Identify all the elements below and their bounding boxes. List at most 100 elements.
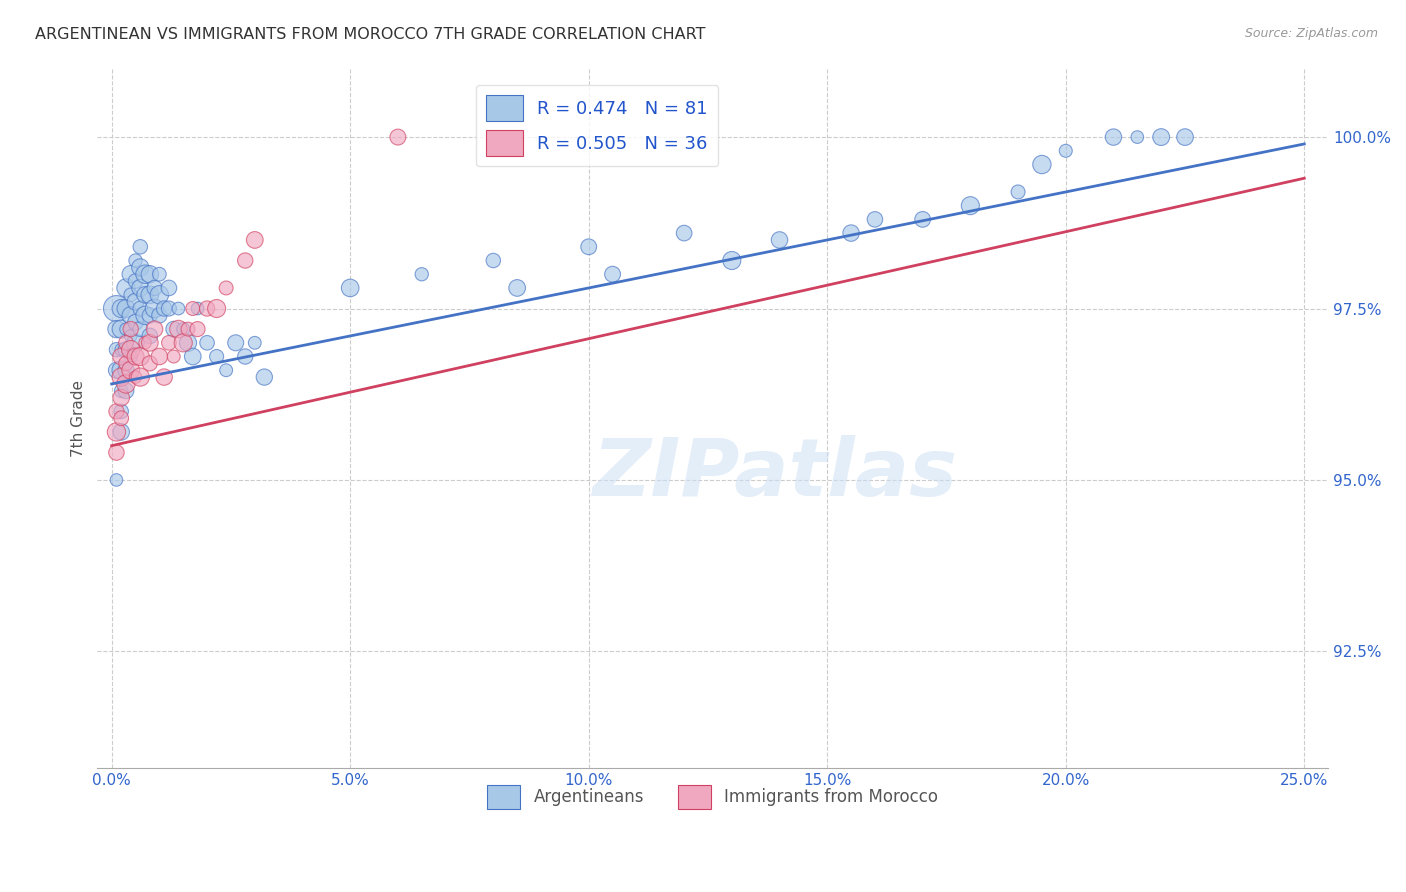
Point [129,301,152,316]
Point [120,322,142,336]
Point [115,384,138,398]
Point [105,322,128,336]
Point [1150,130,1173,145]
Point [134,335,156,350]
Point [157,281,180,295]
Point [110,411,132,425]
Point [253,370,276,384]
Point [225,335,247,350]
Point [177,335,200,350]
Point [139,356,162,370]
Point [110,384,132,398]
Point [148,287,170,301]
Point [124,253,146,268]
Point [143,281,166,295]
Point [129,322,152,336]
Point [1102,130,1125,145]
Point [105,343,128,357]
Point [243,335,266,350]
Point [186,322,208,336]
Point [139,267,162,281]
Point [105,301,128,316]
Point [172,335,194,350]
Point [105,473,128,487]
Point [110,343,132,357]
Point [157,301,180,316]
Point [120,287,142,301]
Point [578,240,600,254]
Point [115,376,138,391]
Point [105,363,128,377]
Point [163,350,186,364]
Point [110,404,132,418]
Point [110,370,132,384]
Point [139,287,162,301]
Point [215,363,238,377]
Point [134,309,156,323]
Point [1126,130,1149,145]
Point [110,391,132,405]
Point [124,315,146,329]
Point [1007,185,1029,199]
Point [143,301,166,316]
Point [167,322,190,336]
Point [506,281,529,295]
Point [839,226,862,240]
Point [129,350,152,364]
Y-axis label: 7th Grade: 7th Grade [72,380,86,457]
Point [115,281,138,295]
Point [195,335,218,350]
Point [721,253,744,268]
Point [120,363,142,377]
Point [120,267,142,281]
Text: ARGENTINEAN VS IMMIGRANTS FROM MOROCCO 7TH GRADE CORRELATION CHART: ARGENTINEAN VS IMMIGRANTS FROM MOROCCO 7… [35,27,706,42]
Point [143,322,166,336]
Point [105,404,128,418]
Point [129,260,152,275]
Text: Source: ZipAtlas.com: Source: ZipAtlas.com [1244,27,1378,40]
Point [115,301,138,316]
Point [129,281,152,295]
Point [115,343,138,357]
Point [157,335,180,350]
Point [911,212,934,227]
Point [110,322,132,336]
Point [124,335,146,350]
Text: ZIPatlas: ZIPatlas [592,435,957,513]
Point [148,350,170,364]
Point [148,309,170,323]
Point [167,301,190,316]
Point [139,309,162,323]
Point [115,356,138,370]
Point [863,212,886,227]
Point [110,301,132,316]
Point [673,226,696,240]
Point [233,350,256,364]
Point [134,267,156,281]
Point [195,301,218,316]
Point [120,343,142,357]
Point [233,253,256,268]
Point [339,281,361,295]
Point [148,267,170,281]
Point [205,301,228,316]
Point [110,425,132,439]
Point [124,294,146,309]
Point [134,287,156,301]
Point [120,309,142,323]
Point [129,370,152,384]
Legend: Argentineans, Immigrants from Morocco: Argentineans, Immigrants from Morocco [481,779,945,815]
Point [139,335,162,350]
Point [124,370,146,384]
Point [482,253,505,268]
Point [959,199,981,213]
Point [115,335,138,350]
Point [243,233,266,247]
Point [153,301,176,316]
Point [186,301,208,316]
Point [387,130,409,145]
Point [153,370,176,384]
Point [110,350,132,364]
Point [602,267,624,281]
Point [1174,130,1197,145]
